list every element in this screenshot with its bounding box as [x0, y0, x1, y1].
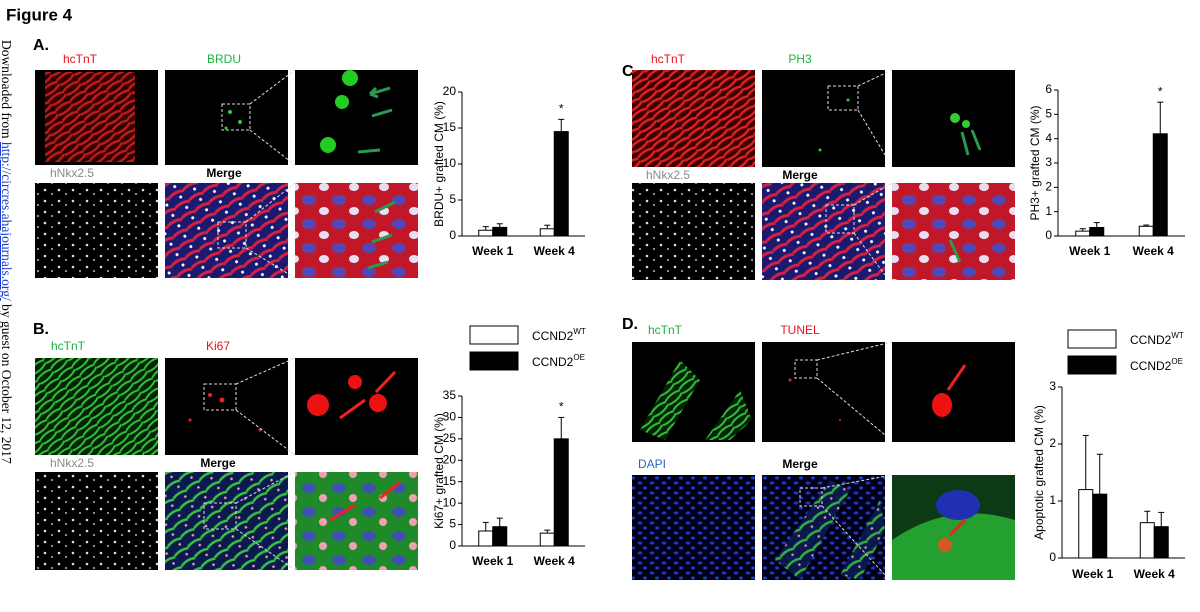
- legend-label: CCND2WT: [532, 327, 586, 343]
- y-tick-label: 2: [1045, 180, 1052, 194]
- y-tick-label: 3: [1045, 155, 1052, 169]
- bar: [492, 526, 508, 547]
- y-axis-label: BRDU+ grafted CM (%): [432, 101, 446, 227]
- legend-superscript: OE: [573, 353, 585, 362]
- image-label: hNkx2.5: [646, 168, 690, 182]
- y-tick-label: 20: [443, 452, 457, 466]
- y-tick-label: 0: [1049, 550, 1056, 564]
- bar: [478, 530, 494, 547]
- legend-swatch: [469, 351, 519, 371]
- legend-label: CCND2OE: [1130, 357, 1183, 373]
- bar: [553, 438, 569, 547]
- image-label: hcTnT: [63, 52, 98, 66]
- x-tick-label: Week 1: [472, 554, 513, 568]
- y-tick-label: 5: [449, 192, 456, 206]
- figure-title: Figure 4: [6, 5, 73, 24]
- bar: [1078, 489, 1094, 559]
- y-tick-label: 15: [443, 474, 457, 488]
- bar: [1138, 225, 1154, 237]
- y-axis-label: Apoptotic grafted CM (%): [1032, 405, 1046, 540]
- y-tick-label: 0: [1045, 228, 1052, 242]
- x-tick-label: Week 1: [1072, 567, 1113, 581]
- micrographs-b: [35, 357, 418, 571]
- image-label: hcTnT: [51, 339, 86, 353]
- x-tick-label: Week 4: [534, 554, 575, 568]
- y-tick-label: 30: [443, 410, 457, 424]
- y-tick-label: 15: [443, 120, 457, 134]
- image-label: Merge: [782, 457, 818, 471]
- image-label: Ki67: [206, 339, 230, 353]
- side-prefix: Downloaded from: [0, 40, 14, 142]
- bar: [539, 532, 555, 547]
- panel-label: D.: [622, 316, 638, 333]
- y-tick-label: 5: [1045, 107, 1052, 121]
- bar: [539, 228, 555, 237]
- bar: [492, 226, 508, 237]
- bar: [1092, 493, 1108, 559]
- y-tick-label: 1: [1045, 204, 1052, 218]
- y-tick-label: 20: [443, 84, 457, 98]
- y-tick-label: 1: [1049, 493, 1056, 507]
- significance-mark: *: [559, 102, 564, 116]
- panel-label: B.: [33, 321, 49, 338]
- side-link[interactable]: http://circres.ahajournals.org/: [0, 142, 14, 301]
- micrographs-d: [632, 341, 1015, 580]
- y-tick-label: 0: [449, 228, 456, 242]
- panel-label: A.: [33, 37, 49, 54]
- bar: [1153, 526, 1169, 559]
- image-label: hNkx2.5: [50, 456, 94, 470]
- legend-superscript: WT: [573, 327, 586, 336]
- bar: [1089, 226, 1105, 237]
- x-tick-label: Week 1: [1069, 244, 1110, 258]
- significance-mark: *: [559, 400, 564, 414]
- legend-label: CCND2WT: [1130, 331, 1184, 347]
- image-label: hcTnT: [651, 52, 686, 66]
- legend-swatch: [1067, 329, 1117, 349]
- side-suffix: by guest on October 12, 2017: [0, 301, 14, 464]
- y-tick-label: 25: [443, 431, 457, 445]
- y-tick-label: 10: [443, 495, 457, 509]
- y-tick-label: 0: [449, 538, 456, 552]
- micrographs-c: [632, 69, 1015, 280]
- image-label: Merge: [206, 166, 242, 180]
- image-label: Merge: [782, 168, 818, 182]
- x-tick-label: Week 4: [534, 244, 575, 258]
- y-tick-label: 4: [1045, 131, 1052, 145]
- significance-mark: *: [1158, 84, 1163, 98]
- x-tick-label: Week 4: [1133, 244, 1174, 258]
- legend-swatch: [469, 325, 519, 345]
- y-axis-label: Ki67+ grafted CM (%): [432, 413, 446, 529]
- micrographs-a: [35, 69, 418, 279]
- y-tick-label: 2: [1049, 436, 1056, 450]
- y-tick-label: 35: [443, 388, 457, 402]
- y-tick-label: 3: [1049, 379, 1056, 393]
- bar: [553, 131, 569, 237]
- side-note: Downloaded from http://circres.ahajourna…: [0, 40, 14, 464]
- image-label: hcTnT: [648, 323, 683, 337]
- y-tick-label: 5: [449, 517, 456, 531]
- y-tick-label: 6: [1045, 82, 1052, 96]
- x-tick-label: Week 4: [1134, 567, 1175, 581]
- legend-swatch: [1067, 355, 1117, 375]
- bar: [1152, 133, 1168, 237]
- bar: [478, 229, 494, 237]
- y-tick-label: 10: [443, 156, 457, 170]
- image-label: PH3: [788, 52, 812, 66]
- bar: [1139, 522, 1155, 559]
- image-label: DAPI: [638, 457, 666, 471]
- image-label: hNkx2.5: [50, 166, 94, 180]
- legend-label: CCND2OE: [532, 353, 585, 369]
- y-axis-label: PH3+ grafted CM (%): [1028, 105, 1042, 220]
- bar: [1075, 230, 1091, 237]
- x-tick-label: Week 1: [472, 244, 513, 258]
- image-label: TUNEL: [780, 323, 820, 337]
- legend-superscript: OE: [1171, 357, 1183, 366]
- image-label: BRDU: [207, 52, 241, 66]
- legend-superscript: WT: [1171, 331, 1184, 340]
- image-label: Merge: [200, 456, 236, 470]
